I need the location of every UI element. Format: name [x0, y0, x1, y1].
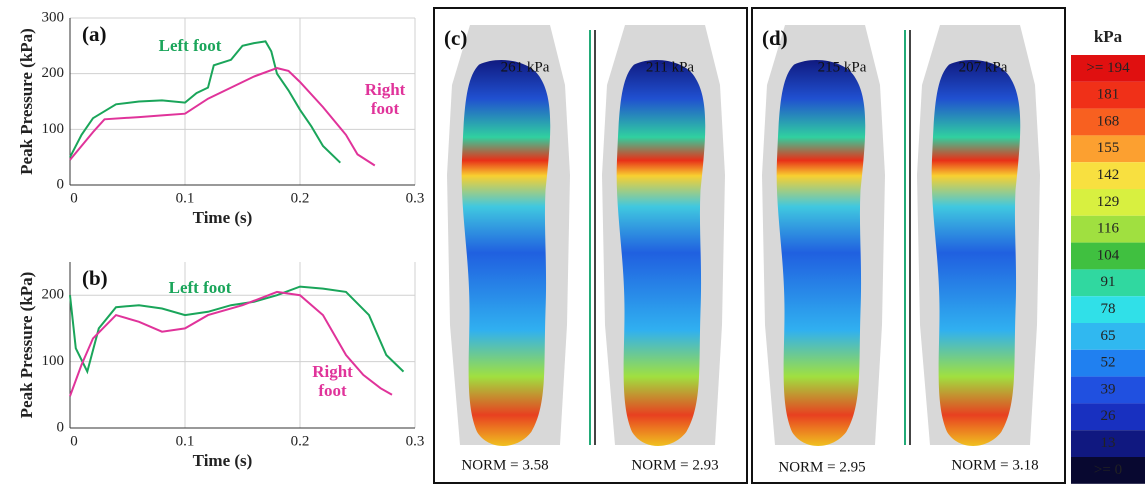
foot-map [461, 60, 551, 446]
y-tick-label: 300 [42, 9, 65, 25]
y-tick-label: 0 [57, 419, 65, 435]
series-label: Left foot [158, 36, 222, 55]
scale-swatch [1071, 242, 1145, 270]
scale-swatch [1071, 457, 1145, 484]
scale-label: 91 [1101, 274, 1116, 290]
foot-map [776, 60, 866, 446]
scale-label: 26 [1101, 408, 1117, 424]
y-tick-label: 200 [42, 65, 65, 81]
peak-label: 261 kPa [501, 59, 550, 75]
scale-swatch [1071, 349, 1145, 377]
norm-label: NORM = 2.95 [778, 459, 865, 475]
x-tick-label: 0.1 [176, 433, 195, 449]
series-label: Right foot [312, 362, 353, 400]
scale-label: 129 [1097, 194, 1120, 210]
panel-label: (c) [444, 26, 467, 50]
series-line [69, 285, 405, 375]
series-line [69, 40, 341, 164]
series-line [69, 290, 393, 397]
scale-swatch [1071, 269, 1145, 297]
norm-label: NORM = 3.18 [951, 457, 1038, 473]
scale-label: >= 194 [1086, 60, 1130, 76]
scale-label: 155 [1097, 140, 1120, 156]
scale-label: >= 0 [1094, 462, 1122, 478]
scale-swatch [1071, 81, 1145, 109]
scale-label: 13 [1101, 435, 1116, 451]
scale-swatch [1071, 323, 1145, 350]
y-tick-label: 200 [42, 287, 65, 303]
scale-swatch [1071, 189, 1145, 216]
scale-label: 142 [1097, 167, 1120, 183]
scale-title: kPa [1094, 27, 1123, 46]
series-line [69, 67, 376, 167]
scale-swatch [1071, 430, 1145, 457]
scale-swatch [1071, 296, 1145, 323]
panel-label: (d) [762, 26, 788, 50]
scale-label: 104 [1097, 247, 1120, 263]
scale-swatch [1071, 108, 1145, 136]
map-panel-d: (d) 215 kPa 207 kPa NORM = 2.95 NORM = 3… [751, 7, 1066, 484]
foot-map [616, 60, 706, 446]
scale-label: 78 [1101, 301, 1116, 317]
scale-label: 168 [1097, 113, 1120, 129]
scale-label: 116 [1097, 221, 1119, 237]
peak-label: 215 kPa [818, 59, 867, 75]
x-axis-label: Time (s) [193, 208, 253, 227]
scale-swatch [1071, 55, 1145, 82]
y-axis-label: Peak Pressure (kPa) [17, 28, 36, 175]
y-tick-label: 100 [42, 353, 65, 369]
map-panel-c: (c) 261 kPa 211 kPa NORM = 3.58 NORM = 2… [433, 7, 748, 484]
scale-swatch [1071, 135, 1145, 163]
scale-label: 181 [1097, 87, 1120, 103]
x-axis-label: Time (s) [193, 451, 253, 470]
peak-label: 211 kPa [646, 59, 695, 75]
scale-swatch [1071, 376, 1145, 404]
x-tick-label: 0.2 [291, 433, 310, 449]
norm-label: NORM = 3.58 [461, 457, 548, 473]
series-label: Left foot [168, 278, 232, 297]
x-tick-label: 0.3 [406, 433, 425, 449]
series-label: Right foot [364, 80, 406, 118]
scale-label: 65 [1101, 328, 1116, 344]
y-tick-label: 0 [57, 176, 65, 192]
x-tick-label: 0 [70, 433, 78, 449]
y-axis-label: Peak Pressure (kPa) [17, 272, 36, 419]
panel-label: (b) [82, 266, 108, 290]
x-tick-label: 0 [70, 190, 78, 206]
panel-label: (a) [82, 22, 107, 46]
foot-map [931, 60, 1021, 446]
scale-swatch [1071, 403, 1145, 431]
x-tick-label: 0.2 [291, 190, 310, 206]
x-tick-label: 0.3 [406, 190, 425, 206]
x-tick-label: 0.1 [176, 190, 195, 206]
scale-label: 39 [1101, 381, 1116, 397]
norm-label: NORM = 2.93 [631, 457, 718, 473]
scale-label: 52 [1101, 355, 1116, 371]
y-tick-label: 100 [42, 121, 65, 137]
scale-swatch [1071, 162, 1145, 189]
peak-label: 207 kPa [959, 59, 1008, 75]
scale-swatch [1071, 215, 1145, 243]
